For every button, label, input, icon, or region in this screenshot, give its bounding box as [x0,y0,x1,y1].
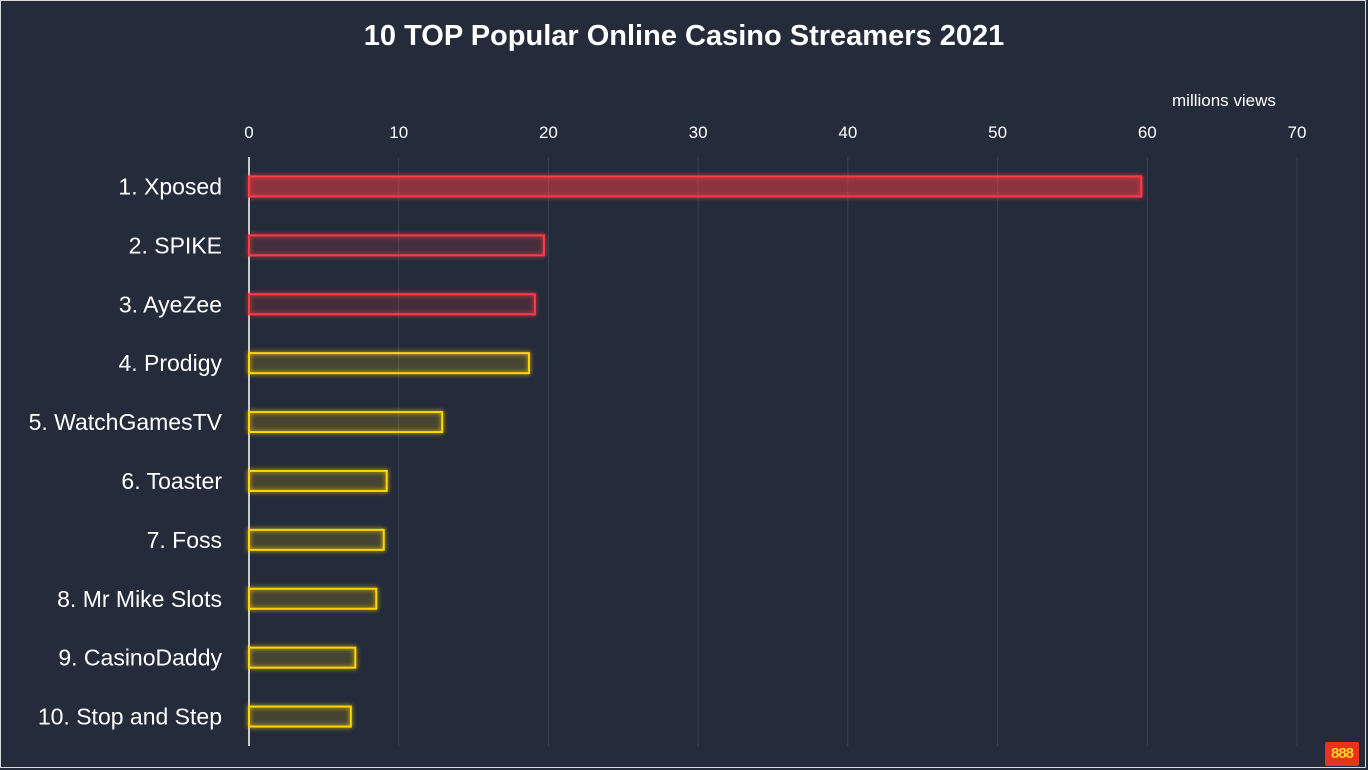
x-tick-label: 0 [244,123,253,142]
x-tick-label: 20 [539,123,558,142]
x-tick-label: 30 [689,123,708,142]
category-labels: 1. Xposed 2. SPIKE 3. AyeZee 4. Prodigy 5. W… [29,173,223,729]
bars [248,175,1143,728]
x-tick-label: 40 [838,123,857,142]
category-label: 5. WatchGamesTV [29,409,223,435]
x-tick-label: 70 [1288,123,1307,142]
x-axis-ticks: 0 10 20 30 40 50 60 70 [244,123,1306,142]
bar [248,469,388,492]
brand-logo: 888 [1325,742,1359,766]
category-label: 10. Stop and Step [38,704,222,730]
category-label: 1. Xposed [118,173,222,199]
category-label: 2. SPIKE [129,232,222,258]
bar [248,528,385,551]
bar [248,705,352,728]
category-label: 6. Toaster [121,468,222,494]
category-label: 8. Mr Mike Slots [57,586,222,612]
category-label: 7. Foss [147,527,222,553]
bar [248,411,444,434]
x-tick-label: 60 [1138,123,1157,142]
chart-title: 10 TOP Popular Online Casino Streamers 2… [363,20,1005,52]
bar [248,352,530,375]
bar [248,293,536,316]
bar [248,175,1143,198]
x-axis-unit-label: millions views [1172,91,1276,110]
category-label: 4. Prodigy [118,350,222,376]
x-tick-label: 50 [988,123,1007,142]
category-label: 3. AyeZee [119,291,222,317]
bar [248,646,357,669]
bar [248,234,545,257]
x-tick-label: 10 [389,123,408,142]
category-label: 9. CasinoDaddy [58,645,222,671]
bar [248,587,378,610]
